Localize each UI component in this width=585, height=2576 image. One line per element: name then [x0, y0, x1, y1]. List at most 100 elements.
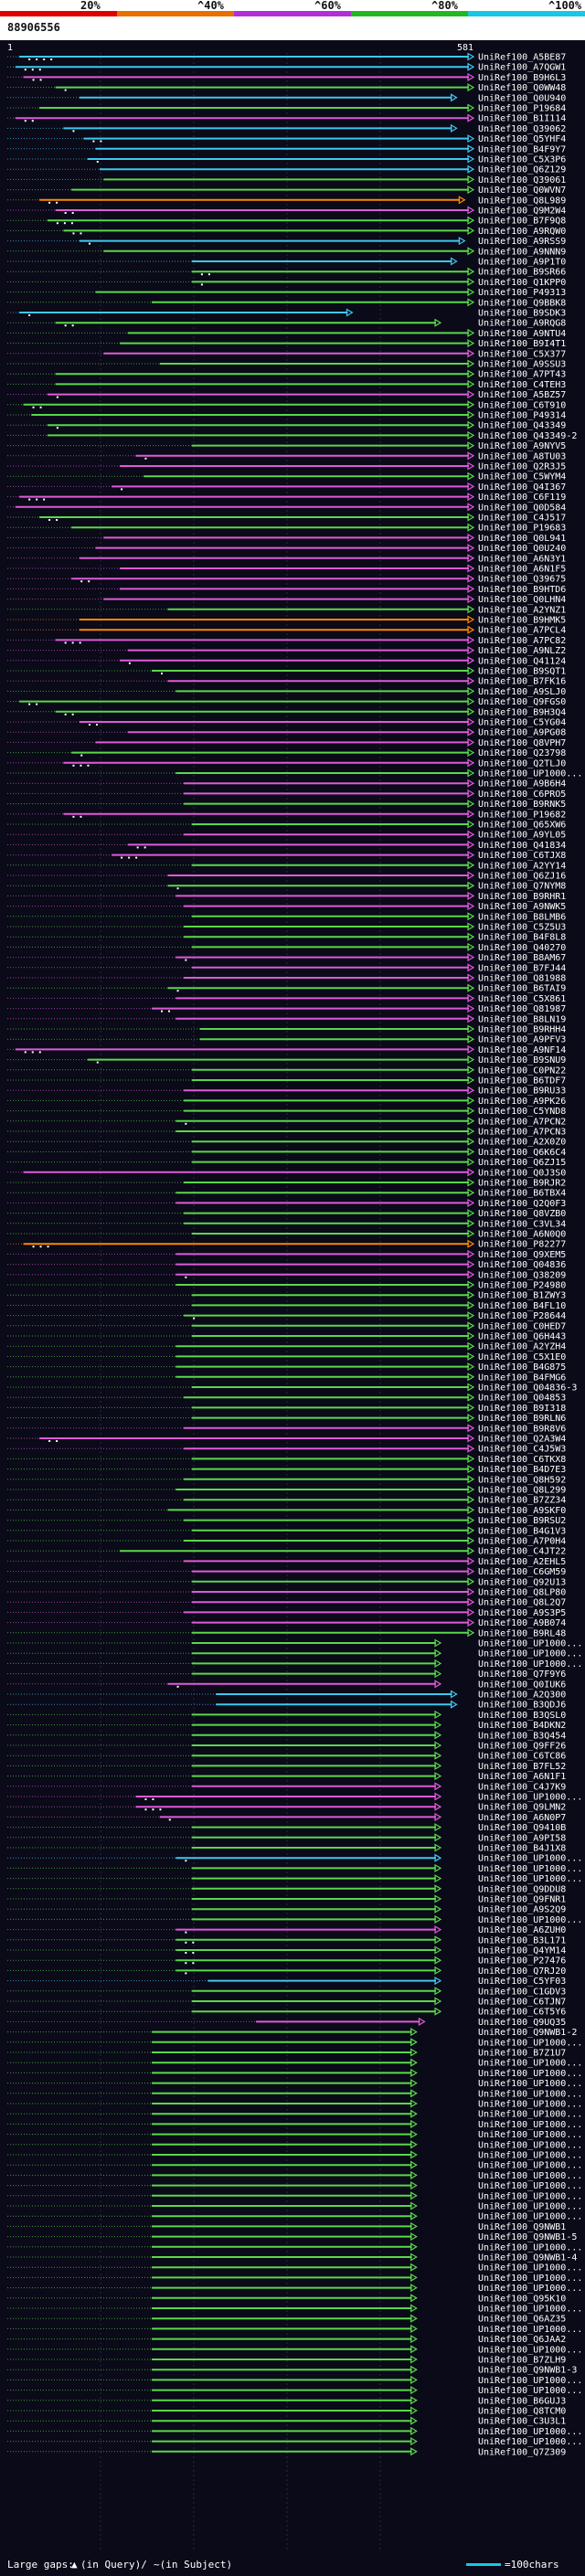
hit-label[interactable]: UniRef100_Q7RJ20 — [478, 1966, 566, 1977]
hit-label[interactable]: UniRef100_P49314 — [478, 411, 566, 421]
hit-label[interactable]: UniRef100_UP1000... — [478, 2130, 582, 2140]
hit-label[interactable]: UniRef100_B7ZZ34 — [478, 1496, 566, 1506]
hit-label[interactable]: UniRef100_UP1000... — [478, 2437, 582, 2447]
hit-label[interactable]: UniRef100_A9RQW0 — [478, 227, 566, 237]
hit-label[interactable]: UniRef100_B1ZWY3 — [478, 1291, 566, 1301]
hit-label[interactable]: UniRef100_A9NYV5 — [478, 441, 566, 451]
hit-label[interactable]: UniRef100_A9NF14 — [478, 1045, 566, 1055]
hit-label[interactable]: UniRef100_Q9M2W4 — [478, 207, 566, 217]
hit-label[interactable]: UniRef100_B7F9Q8 — [478, 217, 566, 227]
hit-label[interactable]: UniRef100_B9RHR1 — [478, 892, 566, 902]
hit-label[interactable]: UniRef100_B8AM67 — [478, 953, 566, 963]
hit-label[interactable]: UniRef100_C3VL34 — [478, 1219, 566, 1229]
hit-label[interactable]: UniRef100_C0HED7 — [478, 1321, 566, 1331]
hit-label[interactable]: UniRef100_Q41124 — [478, 656, 566, 666]
hit-label[interactable]: UniRef100_P28644 — [478, 1311, 566, 1321]
hit-label[interactable]: UniRef100_Q6ZJ16 — [478, 872, 566, 882]
hit-label[interactable]: UniRef100_Q9BBK8 — [478, 298, 566, 308]
hit-label[interactable]: UniRef100_UP1000... — [478, 2171, 582, 2181]
hit-label[interactable]: UniRef100_A7PC82 — [478, 636, 566, 646]
hit-label[interactable]: UniRef100_C6T910 — [478, 400, 566, 410]
hit-label[interactable]: UniRef100_C5YG04 — [478, 718, 566, 728]
hit-label[interactable]: UniRef100_Q92U13 — [478, 1577, 566, 1587]
hit-label[interactable]: UniRef100_A9NWK5 — [478, 902, 566, 912]
hit-label[interactable]: UniRef100_UP1000... — [478, 2140, 582, 2150]
hit-label[interactable]: UniRef100_Q6ZJ15 — [478, 1158, 566, 1168]
hit-label[interactable]: UniRef100_A9B6H4 — [478, 779, 566, 790]
hit-label[interactable]: UniRef100_P24980 — [478, 1281, 566, 1291]
hit-label[interactable]: UniRef100_B9RJR2 — [478, 1179, 566, 1189]
hit-label[interactable]: UniRef100_UP1000... — [478, 2069, 582, 2079]
hit-label[interactable]: UniRef100_Q81987 — [478, 1004, 566, 1014]
hit-label[interactable]: UniRef100_Q39062 — [478, 124, 566, 134]
hit-label[interactable]: UniRef100_A9NLZ2 — [478, 646, 566, 656]
hit-label[interactable]: UniRef100_UP1000... — [478, 1659, 582, 1670]
hit-label[interactable]: UniRef100_C5X1E0 — [478, 1352, 566, 1362]
hit-label[interactable]: UniRef100_UP1000... — [478, 2181, 582, 2191]
hit-label[interactable]: UniRef100_A6N1F5 — [478, 565, 566, 575]
hit-label[interactable]: UniRef100_P19682 — [478, 810, 566, 820]
hit-label[interactable]: UniRef100_B6GUJ3 — [478, 2396, 566, 2406]
hit-label[interactable]: UniRef100_A9PG08 — [478, 728, 566, 738]
hit-label[interactable]: UniRef100_UP1000... — [478, 2427, 582, 2437]
hit-label[interactable]: UniRef100_C5X861 — [478, 994, 566, 1004]
hit-label[interactable]: UniRef100_B4F8L8 — [478, 933, 566, 943]
hit-label[interactable]: UniRef100_Q9NWB1-3 — [478, 2366, 577, 2376]
hit-label[interactable]: UniRef100_C5YF03 — [478, 1977, 566, 1987]
hit-label[interactable]: UniRef100_B1I114 — [478, 114, 566, 124]
hit-label[interactable]: UniRef100_UP1000... — [478, 2263, 582, 2274]
hit-label[interactable]: UniRef100_Q8TCM0 — [478, 2407, 566, 2417]
hit-label[interactable]: UniRef100_B6TBX4 — [478, 1189, 566, 1199]
hit-label[interactable]: UniRef100_Q95K10 — [478, 2294, 566, 2304]
hit-label[interactable]: UniRef100_B9HTD6 — [478, 585, 566, 595]
hit-label[interactable]: UniRef100_A7PCN3 — [478, 1128, 566, 1138]
hit-label[interactable]: UniRef100_Q7F9Y6 — [478, 1670, 566, 1680]
hit-label[interactable]: UniRef100_C5YND8 — [478, 1107, 566, 1117]
hit-label[interactable]: UniRef100_B3QSL0 — [478, 1711, 566, 1721]
hit-label[interactable]: UniRef100_Q04853 — [478, 1394, 566, 1404]
hit-label[interactable]: UniRef100_A9SKF0 — [478, 1506, 566, 1516]
hit-label[interactable]: UniRef100_UP1000... — [478, 2284, 582, 2294]
hit-label[interactable]: UniRef100_UP1000... — [478, 2274, 582, 2284]
hit-label[interactable]: UniRef100_UP1000... — [478, 1639, 582, 1649]
hit-label[interactable]: UniRef100_Q39675 — [478, 575, 566, 585]
hit-label[interactable]: UniRef100_UP1000... — [478, 2089, 582, 2099]
hit-label[interactable]: UniRef100_A7PCN2 — [478, 1117, 566, 1127]
hit-label[interactable]: UniRef100_B6TDF7 — [478, 1076, 566, 1087]
hit-label[interactable]: UniRef100_B9I4T1 — [478, 339, 566, 349]
hit-label[interactable]: UniRef100_B4FMG6 — [478, 1373, 566, 1383]
hit-label[interactable]: UniRef100_B7FK16 — [478, 677, 566, 687]
hit-label[interactable]: UniRef100_C6T5Y6 — [478, 2008, 566, 2018]
hit-label[interactable]: UniRef100_A9NNN9 — [478, 247, 566, 257]
hit-label[interactable]: UniRef100_Q9LMN2 — [478, 1803, 566, 1813]
hit-label[interactable]: UniRef100_A7QGW1 — [478, 63, 566, 73]
hit-label[interactable]: UniRef100_Q8VPH7 — [478, 738, 566, 748]
hit-label[interactable]: UniRef100_Q9XEM5 — [478, 1250, 566, 1260]
hit-label[interactable]: UniRef100_Q2A3W4 — [478, 1435, 566, 1445]
hit-label[interactable]: UniRef100_Q8L2Q7 — [478, 1598, 566, 1608]
hit-label[interactable]: UniRef100_C4J517 — [478, 514, 566, 524]
hit-label[interactable]: UniRef100_A8TU03 — [478, 451, 566, 461]
hit-label[interactable]: UniRef100_A9SSU3 — [478, 360, 566, 370]
hit-label[interactable]: UniRef100_B7Z1U7 — [478, 2049, 566, 2059]
hit-label[interactable]: UniRef100_A9SLJ0 — [478, 687, 566, 697]
hit-label[interactable]: UniRef100_UP1000... — [478, 2325, 582, 2335]
hit-label[interactable]: UniRef100_A5BE87 — [478, 53, 566, 63]
hit-label[interactable]: UniRef100_C4JT22 — [478, 1547, 566, 1557]
hit-label[interactable]: UniRef100_A6N0Q0 — [478, 1230, 566, 1240]
hit-label[interactable]: UniRef100_Q4I367 — [478, 482, 566, 493]
hit-label[interactable]: UniRef100_A6N1F1 — [478, 1772, 566, 1782]
hit-label[interactable]: UniRef100_UP1000... — [478, 2345, 582, 2355]
hit-label[interactable]: UniRef100_A2Q300 — [478, 1691, 566, 1701]
hit-label[interactable]: UniRef100_UP1000... — [478, 2059, 582, 2069]
hit-label[interactable]: UniRef100_A9PFV3 — [478, 1035, 566, 1045]
hit-label[interactable]: UniRef100_UP1000... — [478, 2212, 582, 2222]
hit-label[interactable]: UniRef100_Q38209 — [478, 1270, 566, 1280]
hit-label[interactable]: UniRef100_UP1000... — [478, 1793, 582, 1803]
hit-label[interactable]: UniRef100_B9SNU9 — [478, 1055, 566, 1065]
hit-label[interactable]: UniRef100_UP1000... — [478, 769, 582, 779]
hit-label[interactable]: UniRef100_A9S2Q9 — [478, 1905, 566, 1915]
hit-label[interactable]: UniRef100_C5X3P6 — [478, 155, 566, 165]
hit-label[interactable]: UniRef100_C6PRO5 — [478, 790, 566, 800]
hit-label[interactable]: UniRef100_UP1000... — [478, 2151, 582, 2161]
